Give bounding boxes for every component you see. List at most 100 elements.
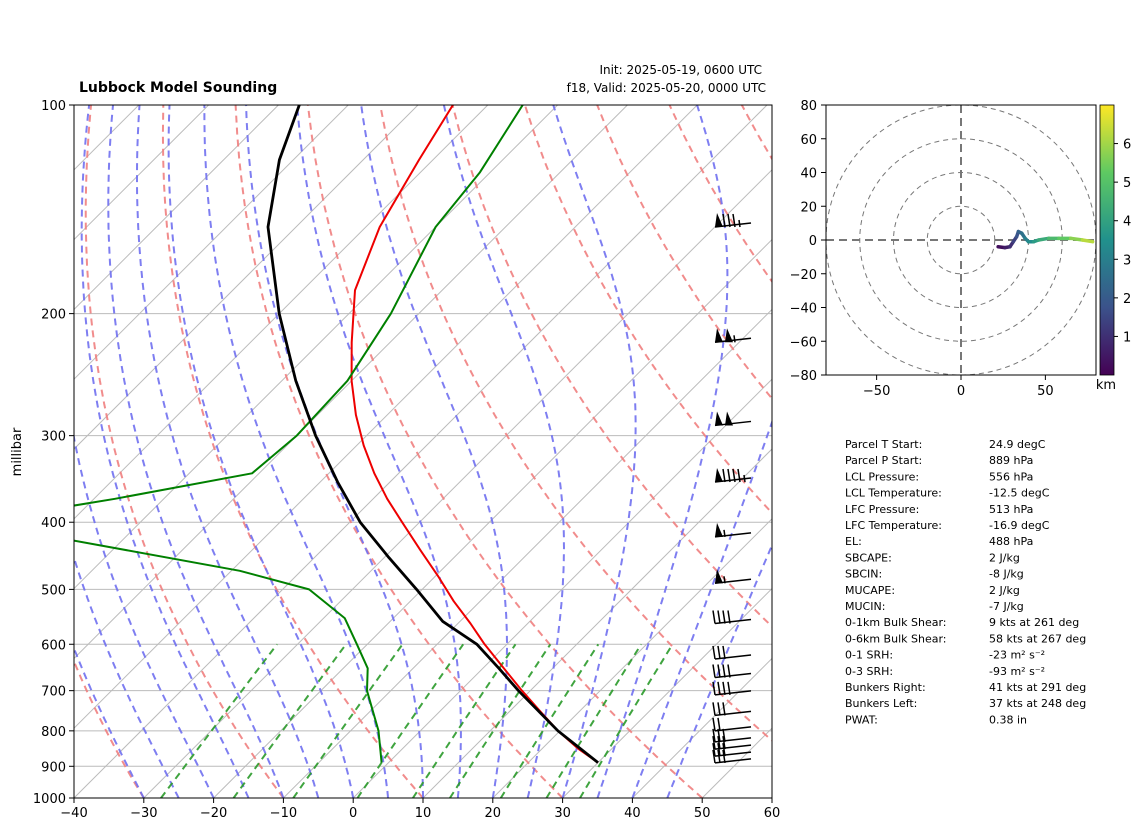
- y-tick-label: 200: [41, 308, 66, 323]
- hodo-y-tick-label: 40: [800, 167, 817, 182]
- mixing-ratio-line: [292, 643, 404, 798]
- parameter-label: 0-1km Bulk Shear:: [845, 616, 947, 629]
- mixing-ratio-line: [499, 643, 600, 798]
- wind-barb: [712, 645, 752, 660]
- temperature-trace: [350, 105, 599, 764]
- dry-adiabat: [1031, 105, 1142, 798]
- sounding-parameters: Parcel T Start: 24.9 degC Parcel P Start: 8…: [845, 438, 1086, 726]
- y-axis-label: millibar: [10, 427, 25, 476]
- isotherm-line: [74, 105, 279, 311]
- chart-title: Lubbock Model Sounding: [79, 80, 277, 96]
- mixing-ratio-line: [232, 643, 347, 798]
- init-time: Init: 2025-05-19, 0600 UTC: [599, 63, 762, 77]
- skew-t-traces: [74, 105, 599, 764]
- parameter-label: MUCAPE:: [845, 584, 895, 597]
- parameter-value: 2 J/kg: [989, 551, 1020, 564]
- wind-barbs: [712, 213, 752, 764]
- moist-adiabat: [666, 542, 772, 798]
- parameter-label: LCL Pressure:: [845, 470, 919, 483]
- colorbar-tick-label: 4: [1123, 215, 1131, 230]
- y-tick-label: 500: [41, 583, 66, 598]
- parameter-value: -23 m² s⁻²: [989, 649, 1045, 662]
- isotherm-line: [422, 448, 772, 798]
- hodo-x-tick-label: −50: [863, 384, 890, 399]
- mixing-ratio-line: [545, 643, 643, 798]
- parameter-value: 37 kts at 248 deg: [989, 697, 1086, 710]
- wind-barb: [714, 328, 752, 344]
- moist-adiabat: [74, 554, 180, 798]
- dry-adiabat: [668, 105, 772, 284]
- isotherm-line: [492, 518, 772, 798]
- isotherm-line: [213, 238, 772, 798]
- y-tick-label: 700: [41, 685, 66, 700]
- moist-adiabat: [296, 105, 462, 798]
- parameter-value: 513 hPa: [989, 503, 1033, 516]
- isotherm-line: [352, 378, 772, 798]
- isotherm-line: [632, 657, 772, 798]
- wind-barb: [712, 717, 752, 732]
- parameter-label: SBCIN:: [845, 568, 882, 581]
- parameter-value: -7 J/kg: [989, 600, 1024, 613]
- skew-t-plot: −40 −30 −20 −10 0 10 20 30 40 50 60100090080070060…: [10, 99, 1142, 821]
- hodograph-ring: [926, 205, 996, 275]
- wind-barb: [712, 742, 752, 757]
- hodo-y-tick-label: 0: [809, 234, 817, 249]
- moist-adiabat: [552, 105, 637, 798]
- isotherm-line: [74, 105, 768, 798]
- hodograph-rings: [826, 105, 1096, 375]
- moist-adiabat: [167, 105, 355, 798]
- parameter-value: -16.9 degC: [989, 519, 1050, 532]
- parameter-value: 9 kts at 261 deg: [989, 616, 1079, 629]
- moist-adiabat: [245, 105, 424, 798]
- hodo-x-tick-label: 0: [957, 384, 965, 399]
- x-tick-label: 30: [554, 806, 571, 821]
- y-tick-label: 1000: [33, 792, 66, 807]
- parameter-label: PWAT:: [845, 713, 878, 726]
- wind-barb: [714, 411, 752, 427]
- dry-adiabat: [379, 105, 772, 742]
- parcel-trace: [266, 105, 599, 764]
- parameter-label: SBCAPE:: [845, 551, 892, 564]
- isotherm-line: [74, 105, 419, 450]
- hodo-y-tick-label: 60: [800, 133, 817, 148]
- x-tick-label: 0: [349, 806, 357, 821]
- wind-barb: [712, 681, 752, 696]
- parameter-value: -12.5 degC: [989, 487, 1050, 500]
- isotherm-line: [562, 587, 772, 798]
- hodo-y-tick-label: 80: [800, 99, 817, 114]
- moist-adiabat: [442, 105, 566, 798]
- isotherm-line: [143, 169, 772, 798]
- hodo-y-tick-label: 20: [800, 200, 817, 215]
- colorbar-tick-label: 6: [1123, 138, 1131, 153]
- y-tick-label: 800: [41, 725, 66, 740]
- wind-barb: [712, 749, 752, 764]
- parameter-label: Parcel P Start:: [845, 454, 922, 467]
- x-tick-label: 50: [694, 806, 711, 821]
- isotherm-line: [74, 105, 628, 660]
- moist-adiabat: [74, 432, 215, 798]
- parameter-value: -93 m² s⁻²: [989, 665, 1045, 678]
- wind-barb: [712, 735, 752, 750]
- moist-adiabat: [631, 419, 772, 798]
- parameter-value: 58 kts at 267 deg: [989, 632, 1086, 645]
- moist-adiabat: [360, 105, 508, 798]
- dry-adiabat: [814, 105, 1142, 798]
- x-tick-label: −20: [200, 806, 227, 821]
- colorbar-tick-label: 2: [1123, 292, 1131, 307]
- mixing-ratio-line: [356, 643, 465, 798]
- parameter-label: EL:: [845, 535, 862, 548]
- dry-adiabat: [596, 105, 772, 401]
- height-colorbar: [1099, 104, 1115, 376]
- parameter-label: Bunkers Right:: [845, 681, 926, 694]
- parameter-value: 556 hPa: [989, 470, 1033, 483]
- isotherm-line: [771, 797, 772, 798]
- wind-barb: [714, 468, 752, 483]
- moist-adiabat: [136, 105, 320, 798]
- x-tick-label: −30: [130, 806, 157, 821]
- x-tick-label: 20: [485, 806, 502, 821]
- y-tick-label: 600: [41, 638, 66, 653]
- colorbar-tick-label: 1: [1123, 330, 1131, 345]
- valid-time: f18, Valid: 2025-05-20, 0000 UTC: [567, 81, 766, 95]
- isotherm-line: [74, 105, 209, 241]
- skew-t-frame: [73, 104, 773, 799]
